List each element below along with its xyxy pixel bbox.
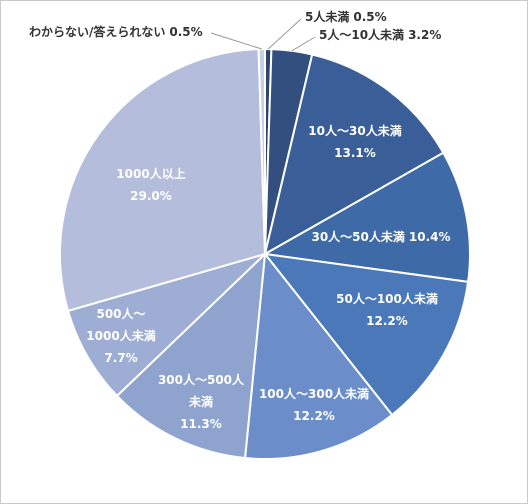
value-label: 29.0% bbox=[130, 189, 172, 203]
category-label: 50人～100人未満 bbox=[336, 292, 438, 306]
slice-label: 30人～50人未満 10.4% bbox=[311, 226, 450, 248]
pie-slice bbox=[261, 151, 471, 284]
value-label: 13.1% bbox=[334, 146, 376, 160]
slice-label: 50人～100人未満 12.2% bbox=[336, 288, 438, 332]
slice-label: 500人～1000人未満 7.7% bbox=[83, 303, 159, 369]
leader-line bbox=[210, 32, 262, 50]
category-label: わからない/答えられない bbox=[29, 25, 166, 39]
value-label: 3.2% bbox=[408, 28, 442, 42]
category-label: 5人未満 bbox=[305, 10, 350, 24]
value-label: 7.7% bbox=[104, 351, 138, 365]
category-label: 100人～300人未満 bbox=[258, 387, 370, 401]
leader-line bbox=[267, 18, 302, 50]
value-label: 0.5% bbox=[353, 10, 387, 24]
category-label: 30人～50人未満 bbox=[311, 230, 405, 244]
slice-label: 100人～300人未満 12.2% bbox=[259, 383, 369, 427]
pie-slice bbox=[115, 251, 267, 460]
slice-label: 300人～500人未満 11.3% bbox=[156, 369, 246, 435]
slice-label: 5人～10人未満 3.2% bbox=[319, 24, 441, 46]
category-label: 500人～1000人未満 bbox=[86, 307, 156, 343]
value-label: 12.2% bbox=[366, 314, 408, 328]
pie-slice bbox=[262, 252, 470, 417]
slice-label: 1000人以上 29.0% bbox=[116, 163, 185, 207]
pie-slice bbox=[59, 48, 267, 313]
leader-line bbox=[291, 36, 316, 52]
category-label: 300人～500人未満 bbox=[157, 373, 245, 409]
category-label: 1000人以上 bbox=[116, 167, 186, 181]
pie-slice bbox=[263, 53, 445, 257]
slice-label: 5人未満 0.5% bbox=[305, 6, 387, 28]
slice-label: 10人～30人未満 13.1% bbox=[308, 120, 401, 164]
slice-label: わからない/答えられない 0.5% bbox=[29, 21, 203, 43]
value-label: 0.5% bbox=[169, 25, 203, 39]
category-label: 5人～10人未満 bbox=[319, 28, 405, 42]
pie-slice bbox=[243, 251, 394, 460]
pie-slice bbox=[66, 253, 266, 398]
category-label: 10人～30人未満 bbox=[308, 124, 402, 138]
value-label: 12.2% bbox=[293, 409, 335, 423]
value-label: 10.4% bbox=[408, 230, 451, 244]
value-label: 11.3% bbox=[180, 417, 222, 431]
